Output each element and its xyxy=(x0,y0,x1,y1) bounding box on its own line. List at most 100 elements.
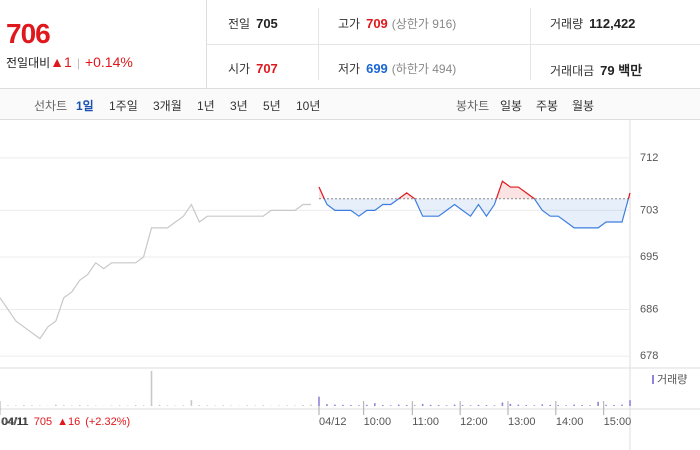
volume-bar xyxy=(485,405,488,406)
volume-bar xyxy=(206,405,209,406)
volume-bar xyxy=(437,405,440,406)
info-cell: 시가 707 xyxy=(228,60,278,77)
info-label: 시가 xyxy=(228,62,251,76)
volume-bar xyxy=(286,405,288,406)
volume-bar xyxy=(318,396,320,406)
volume-bar xyxy=(493,405,496,406)
info-value: 112,422 xyxy=(589,16,636,31)
volume-bar xyxy=(198,405,201,406)
volume-bar xyxy=(541,404,544,406)
volume-bar xyxy=(0,404,1,406)
volume-bar xyxy=(573,404,575,406)
volume-bar xyxy=(246,405,249,406)
candle-tab[interactable]: 월봉 xyxy=(572,99,595,113)
volume-bar xyxy=(166,405,169,406)
volume-bar xyxy=(182,405,185,406)
volume-bar xyxy=(533,405,536,406)
volume-bar xyxy=(509,403,512,406)
volume-bar xyxy=(190,400,193,406)
volume-bar xyxy=(262,405,264,406)
info-cell: 거래량 112,422 xyxy=(550,15,635,32)
period-tab[interactable]: 1주일 xyxy=(109,99,138,113)
hover-change: ▲16 xyxy=(57,416,80,428)
period-tab[interactable]: 3개월 xyxy=(153,99,182,113)
info-label: 전일 xyxy=(228,17,251,31)
change-label: 전일대비 xyxy=(6,56,51,70)
y-tick-label: 686 xyxy=(640,303,658,315)
volume-bar xyxy=(334,404,336,406)
info-label: 거래대금 xyxy=(550,64,595,78)
area-down xyxy=(318,198,630,228)
volume-bar xyxy=(421,403,424,406)
volume-bar xyxy=(55,404,57,406)
volume-bar xyxy=(589,405,591,406)
volume-bar xyxy=(453,404,456,406)
volume-bar xyxy=(310,404,312,406)
x-tick-label: 04/12 xyxy=(319,416,347,428)
change-value: ▲1 xyxy=(50,54,72,70)
period-tab[interactable]: 1년 xyxy=(197,99,215,113)
period-tab[interactable]: 3년 xyxy=(230,99,248,113)
hover-date: 04/11 xyxy=(2,416,29,428)
volume-bar xyxy=(342,404,344,406)
x-tick-label: 10:00 xyxy=(364,416,392,428)
period-tab[interactable]: 1일 xyxy=(76,99,94,113)
volume-bar xyxy=(461,405,464,406)
legend-swatch xyxy=(652,375,654,384)
volume-bar xyxy=(525,405,528,406)
volume-bar xyxy=(397,404,400,406)
tab-group-label: 봉차트 xyxy=(456,99,490,113)
hover-rate: (+2.32%) xyxy=(85,416,130,428)
volume-bar xyxy=(142,405,145,406)
tab-bar: 선차트 1일 1주일 3개월 1년 3년 5년 10년 봉차트 일봉 주봉 월봉 xyxy=(0,89,700,120)
info-cell: 거래대금 79 백만 xyxy=(550,60,642,79)
y-tick-label: 678 xyxy=(640,350,658,362)
info-cell: 전일 705 xyxy=(228,15,278,32)
y-tick-label: 695 xyxy=(640,251,658,263)
volume-bar xyxy=(557,405,560,406)
volume-bar xyxy=(581,405,583,406)
divider xyxy=(207,44,700,45)
info-value: 699 xyxy=(366,61,388,76)
volume-bar xyxy=(445,405,448,406)
chart: 712 703 695 686 678 04/11 04/12 10:00 11:00 12:00… xyxy=(0,119,700,450)
period-tab[interactable]: 5년 xyxy=(263,99,281,113)
volume-bar xyxy=(350,405,352,406)
volume-bar xyxy=(597,401,599,406)
y-tick-label: 712 xyxy=(640,152,658,164)
volume-bar xyxy=(413,405,416,406)
volume-bar xyxy=(158,404,161,406)
change: 전일대비▲1 | +0.14% xyxy=(6,54,133,70)
info-value: 709 xyxy=(366,16,388,31)
prev-day-line xyxy=(0,203,312,340)
price: 706 xyxy=(6,18,51,49)
candle-tab[interactable]: 주봉 xyxy=(536,99,559,113)
volume-bar xyxy=(222,405,225,406)
legend-label: 거래량 xyxy=(657,373,687,386)
volume-bar xyxy=(477,404,480,406)
volume-bar xyxy=(78,405,81,406)
volume-bar xyxy=(326,404,328,406)
info-cell: 고가 709 (상한가 916) xyxy=(338,15,456,32)
volume-bar xyxy=(629,400,631,406)
price-box: 706 전일대비▲1 | +0.14% xyxy=(0,0,207,88)
x-tick-label: 15:00 xyxy=(604,416,632,428)
candle-tab[interactable]: 일봉 xyxy=(500,99,523,113)
divider xyxy=(318,8,319,80)
volume-bar xyxy=(605,404,607,406)
x-tick-label: 14:00 xyxy=(556,416,584,428)
today-line xyxy=(323,198,630,229)
volume-bar xyxy=(134,405,137,406)
volume-bar xyxy=(31,405,33,406)
info-label: 거래량 xyxy=(550,17,584,31)
hover-price: 705 xyxy=(34,416,52,428)
period-tab[interactable]: 10년 xyxy=(296,99,321,113)
volume-bar xyxy=(501,402,504,406)
info-value: 707 xyxy=(256,61,278,76)
volume-bar xyxy=(150,371,153,406)
info-sub: (하한가 494) xyxy=(391,62,457,76)
volume-bar xyxy=(621,404,623,406)
volume-bar xyxy=(374,403,376,406)
volume-bar xyxy=(613,405,615,406)
